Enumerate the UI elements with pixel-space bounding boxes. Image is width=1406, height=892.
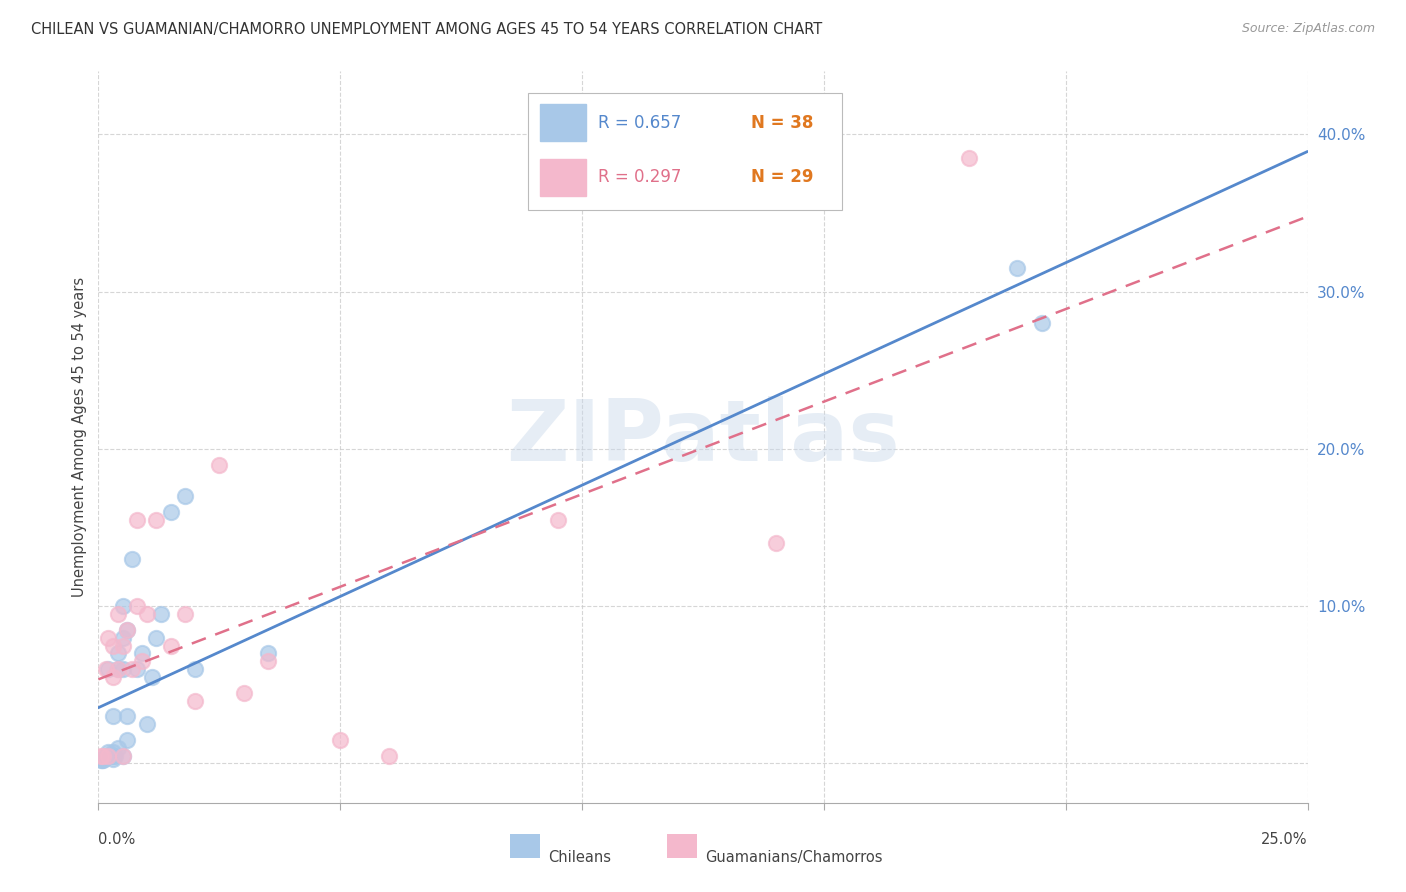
Point <box>101 639 124 653</box>
Point <box>232 686 254 700</box>
Point <box>111 599 134 614</box>
Text: R = 0.297: R = 0.297 <box>598 169 681 186</box>
Point <box>121 552 143 566</box>
Text: R = 0.657: R = 0.657 <box>598 113 681 131</box>
Point <box>256 646 278 660</box>
Point <box>131 654 153 668</box>
Point <box>91 753 114 767</box>
Point <box>117 623 139 637</box>
Point <box>208 458 231 472</box>
Point <box>107 662 129 676</box>
Point <box>957 151 980 165</box>
Point <box>131 646 153 660</box>
Point <box>90 753 112 767</box>
Point <box>91 753 114 767</box>
Point <box>107 646 129 660</box>
Point <box>135 607 157 621</box>
Point <box>101 748 124 763</box>
Point <box>150 607 173 621</box>
Point <box>547 513 569 527</box>
Point <box>127 662 149 676</box>
Point <box>256 654 278 668</box>
Point <box>145 513 167 527</box>
Text: Chileans: Chileans <box>548 850 612 865</box>
Text: N = 38: N = 38 <box>751 113 814 131</box>
Point <box>117 732 139 747</box>
Point <box>765 536 787 550</box>
Point <box>101 752 124 766</box>
Text: N = 29: N = 29 <box>751 169 814 186</box>
Point <box>101 709 124 723</box>
Point <box>1007 260 1029 275</box>
Point <box>111 662 134 676</box>
Point <box>94 748 117 763</box>
Point <box>174 607 197 621</box>
Point <box>104 748 127 763</box>
Text: ZIPatlas: ZIPatlas <box>506 395 900 479</box>
Bar <box>540 104 586 141</box>
Point <box>97 746 120 760</box>
Point <box>141 670 163 684</box>
Bar <box>509 834 540 858</box>
Point <box>117 623 139 637</box>
Point <box>101 670 124 684</box>
Text: 25.0%: 25.0% <box>1261 832 1308 847</box>
Point <box>1031 316 1053 330</box>
Point <box>184 693 207 707</box>
Point <box>135 717 157 731</box>
Y-axis label: Unemployment Among Ages 45 to 54 years: Unemployment Among Ages 45 to 54 years <box>72 277 87 597</box>
Point <box>174 489 197 503</box>
Point <box>94 662 117 676</box>
Text: Source: ZipAtlas.com: Source: ZipAtlas.com <box>1241 22 1375 36</box>
Point <box>117 709 139 723</box>
Text: CHILEAN VS GUAMANIAN/CHAMORRO UNEMPLOYMENT AMONG AGES 45 TO 54 YEARS CORRELATION: CHILEAN VS GUAMANIAN/CHAMORRO UNEMPLOYME… <box>31 22 823 37</box>
Point <box>145 631 167 645</box>
Point <box>127 513 149 527</box>
Point <box>101 746 124 760</box>
Point <box>107 740 129 755</box>
Point <box>97 748 120 763</box>
Point <box>97 748 120 763</box>
Point <box>184 662 207 676</box>
Bar <box>540 159 586 195</box>
Point <box>100 748 122 763</box>
Point <box>91 748 114 763</box>
Point <box>97 631 120 645</box>
Point <box>97 662 120 676</box>
Text: Guamanians/Chamorros: Guamanians/Chamorros <box>706 850 883 865</box>
Point <box>111 639 134 653</box>
Point <box>90 748 112 763</box>
Point <box>91 752 114 766</box>
Point <box>160 639 183 653</box>
Point <box>329 732 352 747</box>
Point <box>127 599 149 614</box>
Point <box>111 748 134 763</box>
Point <box>160 505 183 519</box>
Point <box>107 607 129 621</box>
FancyBboxPatch shape <box>527 94 842 211</box>
Point <box>111 748 134 763</box>
Point <box>94 750 117 764</box>
Point <box>107 662 129 676</box>
Point <box>111 631 134 645</box>
Point <box>377 748 399 763</box>
Point <box>121 662 143 676</box>
Text: 0.0%: 0.0% <box>98 832 135 847</box>
Bar <box>666 834 697 858</box>
